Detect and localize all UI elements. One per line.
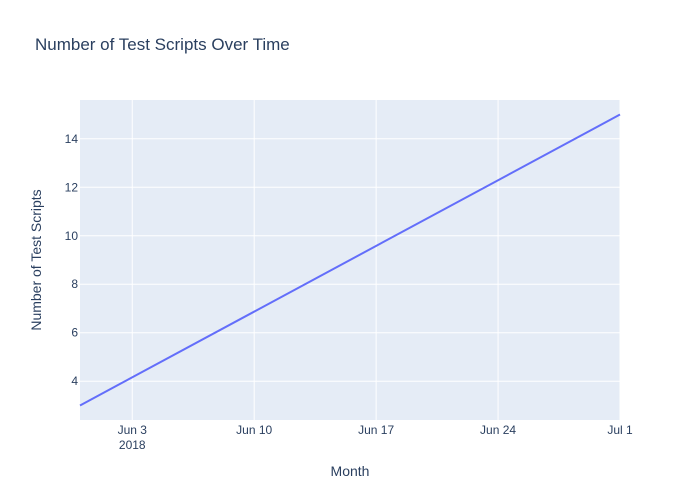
x-tick-label: Jun 3 xyxy=(118,423,148,437)
y-tick-label: 10 xyxy=(65,229,79,243)
series-layer xyxy=(79,113,621,407)
chart-title: Number of Test Scripts Over Time xyxy=(35,35,290,54)
y-tick-label: 8 xyxy=(71,277,78,291)
x-tick-label: Jun 17 xyxy=(358,423,394,437)
x-tick-sublabel: 2018 xyxy=(119,438,146,452)
x-tick-label: Jun 24 xyxy=(480,423,516,437)
y-tick-label: 12 xyxy=(65,180,79,194)
series-line xyxy=(79,113,621,407)
y-tick-label: 14 xyxy=(65,132,79,146)
x-tick-label: Jul 1 xyxy=(607,423,633,437)
x-tick-label: Jun 10 xyxy=(236,423,272,437)
y-axis-title: Number of Test Scripts xyxy=(28,189,44,330)
y-tick-label: 6 xyxy=(71,326,78,340)
gridlines xyxy=(80,100,621,420)
y-axis-ticks: 4 6 8 10 12 14 xyxy=(65,132,79,388)
y-tick-label: 4 xyxy=(71,374,78,388)
x-axis-title: Month xyxy=(331,463,370,479)
